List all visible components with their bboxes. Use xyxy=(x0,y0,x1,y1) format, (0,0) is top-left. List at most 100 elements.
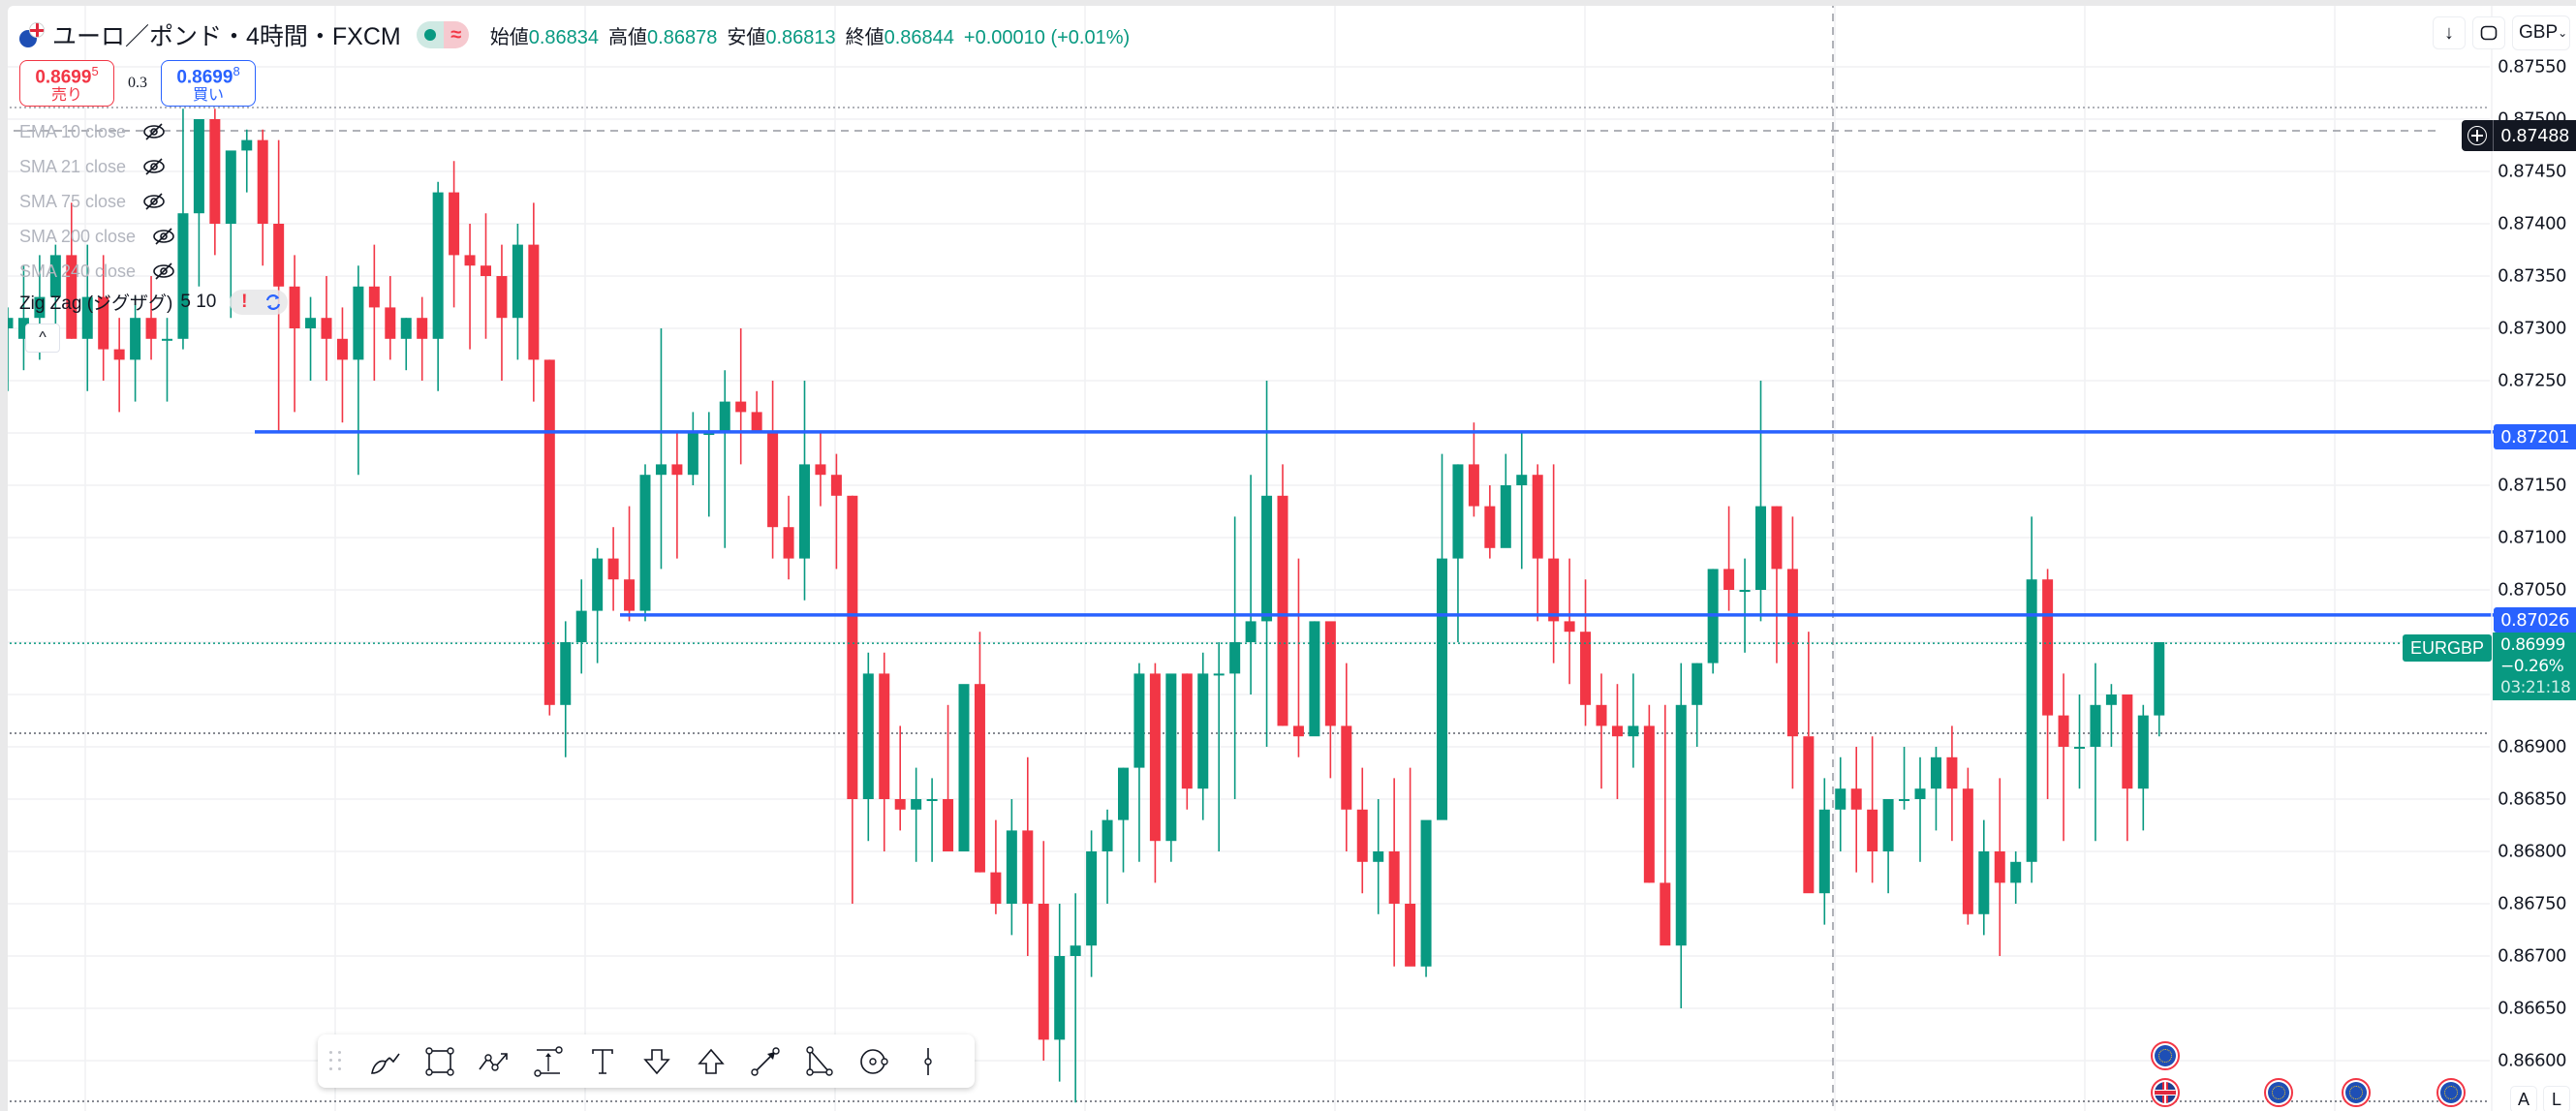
price-axis-label: 0.87150 xyxy=(2498,475,2566,496)
price-axis-label: 0.87050 xyxy=(2498,579,2566,601)
indicator-list: EMA 10 close SMA 21 close SMA 75 close S… xyxy=(19,114,176,289)
price-axis-label: 0.87350 xyxy=(2498,265,2566,287)
triangle-tool[interactable] xyxy=(792,1040,847,1083)
indicator-label: SMA 200 close xyxy=(19,226,137,246)
eu-economic-event[interactable] xyxy=(2436,1078,2466,1107)
scroll-to-latest-button[interactable]: ↓ xyxy=(2433,16,2466,49)
price-axis-label: 0.87550 xyxy=(2498,56,2566,77)
log-scale-button[interactable]: L xyxy=(2543,1086,2570,1111)
high-value: 0.86878 xyxy=(647,26,718,48)
eu-economic-event[interactable] xyxy=(2342,1078,2371,1107)
buy-button[interactable]: 0.86998 買い xyxy=(161,60,256,107)
close-label: 終値 xyxy=(845,26,885,48)
hline-upper-price-tag[interactable]: 0.87201 xyxy=(2494,424,2576,449)
brush-icon xyxy=(371,1053,400,1074)
brush-tool[interactable] xyxy=(358,1040,413,1083)
high-label: 高値 xyxy=(608,26,648,48)
uk-economic-event[interactable] xyxy=(2151,1078,2180,1107)
rectangle-icon xyxy=(425,1046,454,1076)
price-range-tool[interactable] xyxy=(521,1040,575,1083)
eye-off-icon[interactable] xyxy=(141,121,167,142)
refresh-icon[interactable] xyxy=(259,290,288,315)
price-axis-label: 0.87100 xyxy=(2498,527,2566,548)
text-tool[interactable] xyxy=(575,1040,630,1083)
arrow-down-icon xyxy=(643,1048,670,1074)
zigzag-params: 5 10 xyxy=(180,291,217,312)
currency-select[interactable]: GBP ⌄ xyxy=(2512,15,2570,50)
last-price: 0.86999 xyxy=(2500,635,2565,655)
indicator-sma-75[interactable]: SMA 75 close xyxy=(19,184,176,219)
auto-scale-label: A xyxy=(2517,1089,2529,1109)
indicator-sma-21[interactable]: SMA 21 close xyxy=(19,149,176,184)
chart-window: ユーロ／ポンド・4時間・FXCM ≈ 始値0.86834 高値0.86878 安… xyxy=(8,6,2576,1111)
eye-off-icon[interactable] xyxy=(151,261,176,282)
price-axis-label: 0.87400 xyxy=(2498,213,2566,234)
warning-icon[interactable]: ! xyxy=(241,291,248,312)
eye-off-icon[interactable] xyxy=(151,226,176,247)
price-axis-label: 0.87250 xyxy=(2498,370,2566,391)
price-axis-label: 0.86850 xyxy=(2498,788,2566,810)
indicator-label: EMA 10 close xyxy=(19,121,127,141)
symbol-tag-label: EURGBP xyxy=(2409,637,2484,658)
log-scale-label: L xyxy=(2551,1089,2561,1109)
symbol-price-tag: EURGBP xyxy=(2402,634,2492,662)
add-alert-plus-icon[interactable] xyxy=(2462,120,2495,151)
approx-icon: ≈ xyxy=(443,21,469,48)
indicator-label: SMA 21 close xyxy=(19,156,127,176)
low-value: 0.86813 xyxy=(765,26,836,48)
uk-flag-icon xyxy=(2155,1082,2176,1103)
fullscreen-button[interactable] xyxy=(2472,16,2505,49)
circle-tool[interactable] xyxy=(847,1040,901,1083)
hline-upper-price: 0.87201 xyxy=(2500,426,2569,447)
arrow-up-icon xyxy=(698,1048,725,1074)
rectangle-tool[interactable] xyxy=(413,1040,467,1083)
drag-handle-icon[interactable] xyxy=(329,1050,343,1072)
bar-countdown: 03:21:18 xyxy=(2500,678,2571,697)
path-tool[interactable] xyxy=(467,1040,521,1083)
vertical-line-icon xyxy=(924,1047,932,1075)
arrow-down-marker[interactable] xyxy=(630,1040,684,1083)
circle-icon xyxy=(860,1048,888,1074)
collapse-legend-button[interactable]: ^ xyxy=(25,324,60,353)
hline-lower-price-tag[interactable]: 0.87026 xyxy=(2494,607,2576,633)
last-change-pct: −0.26% xyxy=(2500,657,2564,676)
spread-value: 0.3 xyxy=(128,75,147,91)
indicator-zigzag[interactable]: Zig Zag (ジグザグ) 5 10 ! xyxy=(19,289,289,315)
last-price-box: 0.86999 −0.26% 03:21:18 xyxy=(2493,633,2576,700)
eye-off-icon[interactable] xyxy=(141,156,167,177)
arrow-line-tool[interactable] xyxy=(738,1040,792,1083)
vertical-line-tool[interactable] xyxy=(901,1040,955,1083)
price-axis-label: 0.86600 xyxy=(2498,1050,2566,1071)
indicator-ema-10[interactable]: EMA 10 close xyxy=(19,114,176,149)
close-value: 0.86844 xyxy=(884,26,954,48)
crosshair-price: 0.87488 xyxy=(2494,120,2576,151)
top-right-controls: ↓ GBP ⌄ xyxy=(2433,15,2570,50)
price-axis-label: 0.86900 xyxy=(2498,736,2566,757)
indicator-sma-200[interactable]: SMA 200 close xyxy=(19,219,176,254)
symbol-title[interactable]: ユーロ／ポンド・4時間・FXCM xyxy=(52,23,401,50)
crosshair-price-tag: 0.87488 xyxy=(2462,120,2576,151)
sell-button[interactable]: 0.86995 売り xyxy=(19,60,114,107)
auto-scale-button[interactable]: A xyxy=(2510,1086,2537,1111)
sell-label: 売り xyxy=(50,87,82,105)
arrow-down-icon: ↓ xyxy=(2444,21,2454,44)
indicator-label: SMA 75 close xyxy=(19,191,127,211)
market-status-pill[interactable]: ≈ xyxy=(416,21,469,48)
candlestick-chart[interactable] xyxy=(8,6,2576,1111)
eye-off-icon[interactable] xyxy=(141,191,167,212)
ohlc-values: 始値0.86834 高値0.86878 安値0.86813 終値0.86844 … xyxy=(490,21,1130,49)
eu-economic-event[interactable] xyxy=(2264,1078,2293,1107)
eu-economic-event[interactable] xyxy=(2151,1041,2180,1070)
price-axis-label: 0.87300 xyxy=(2498,318,2566,339)
zigzag-label: Zig Zag (ジグザグ) xyxy=(19,293,173,314)
open-value: 0.86834 xyxy=(528,26,600,48)
chevron-up-icon: ^ xyxy=(39,329,47,346)
price-axis-label: 0.86700 xyxy=(2498,945,2566,967)
price-axis-label: 0.87450 xyxy=(2498,161,2566,182)
arrow-up-marker[interactable] xyxy=(684,1040,738,1083)
path-icon xyxy=(479,1052,508,1071)
low-label: 安値 xyxy=(727,26,766,48)
sell-price: 0.8699 xyxy=(35,67,92,88)
indicator-sma-240[interactable]: SMA 240 close xyxy=(19,254,176,289)
price-axis-label: 0.86650 xyxy=(2498,998,2566,1019)
